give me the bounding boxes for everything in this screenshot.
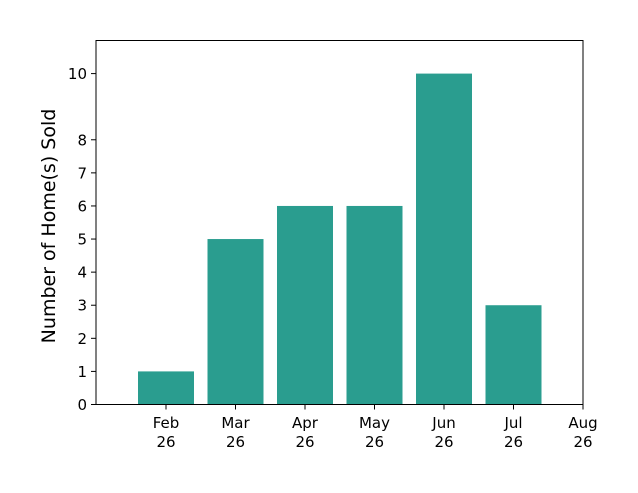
x-tick-label-month: Apr bbox=[292, 414, 319, 432]
x-tick-label-year: 26 bbox=[573, 433, 592, 451]
y-tick-label: 3 bbox=[77, 297, 87, 315]
y-tick-label: 1 bbox=[77, 363, 87, 381]
y-axis-title: Number of Home(s) Sold bbox=[38, 109, 60, 344]
x-tick-label-year: 26 bbox=[504, 433, 523, 451]
x-tick-label-month: Jul bbox=[503, 414, 522, 432]
x-tick-label-year: 26 bbox=[295, 433, 314, 451]
x-tick-label-month: Aug bbox=[568, 414, 597, 432]
bar-mar-26 bbox=[207, 239, 264, 405]
y-tick-label: 2 bbox=[77, 330, 87, 348]
bar-jun-26 bbox=[416, 73, 472, 405]
x-tick-label-month: Jun bbox=[431, 414, 455, 432]
x-tick-label-month: May bbox=[359, 414, 390, 432]
x-tick-label-year: 26 bbox=[156, 433, 175, 451]
bars-group bbox=[138, 73, 542, 405]
bar-feb-26 bbox=[138, 371, 194, 405]
x-tick-label-month: Feb bbox=[153, 414, 180, 432]
bar-apr-26 bbox=[277, 205, 333, 405]
y-tick-label: 0 bbox=[77, 396, 87, 414]
bar-jul-26 bbox=[485, 305, 542, 405]
y-axis: 0 1 2 3 4 5 6 7 8 10 bbox=[68, 65, 96, 414]
bar-may-26 bbox=[346, 205, 403, 405]
y-tick-label: 6 bbox=[77, 197, 87, 215]
x-tick-label-year: 26 bbox=[226, 433, 245, 451]
y-tick-label: 7 bbox=[77, 164, 87, 182]
x-tick-label-year: 26 bbox=[434, 433, 453, 451]
y-tick-label: 10 bbox=[68, 65, 87, 83]
x-tick-label-month: Mar bbox=[221, 414, 250, 432]
y-tick-label: 4 bbox=[77, 264, 87, 282]
x-tick-label-year: 26 bbox=[365, 433, 384, 451]
plot-frame bbox=[95, 40, 584, 405]
y-tick-label: 8 bbox=[77, 131, 87, 149]
y-tick-label: 5 bbox=[77, 231, 87, 249]
